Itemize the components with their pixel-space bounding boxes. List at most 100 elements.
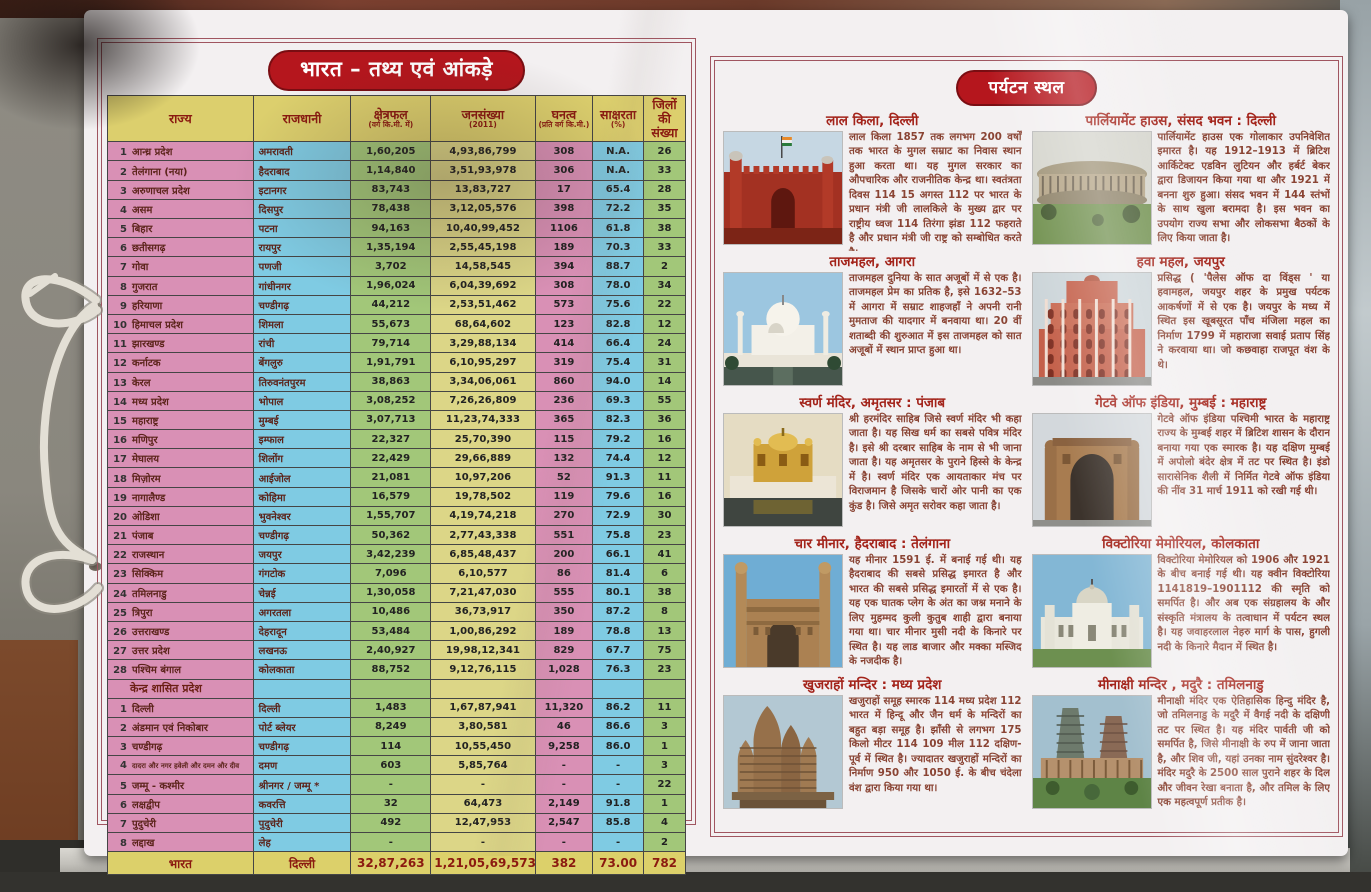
cell-density: 308 <box>534 141 594 162</box>
cell-area: 7,096 <box>350 563 432 584</box>
table-row: 1 दिल्ली दिल्ली 1,483 1,67,87,941 11,320 86.2 1… <box>107 697 686 718</box>
place-heading: हवा महल, जयपुर <box>1136 254 1225 270</box>
cell-literacy: 66.1 <box>592 544 645 565</box>
cell-density: 46 <box>534 716 594 738</box>
cell-density: 306 <box>534 160 594 181</box>
cell-state: 2 तेलंगाना (नया) <box>107 160 254 181</box>
cell-state: 9 हरियाणा <box>107 294 254 315</box>
cell-capital: रायपुर <box>252 237 352 258</box>
cell-districts: 6 <box>643 563 686 584</box>
cell-literacy: 86.0 <box>592 736 645 757</box>
place-section: विक्टोरिया मेमोरियल, कोलकाता विक्टोरिया म… <box>1031 533 1330 674</box>
cell-density: 11,320 <box>534 697 594 718</box>
col-header-population: जनसंख्या(2011) <box>430 94 536 143</box>
cell-capital: श्रीनगर / जम्मू * <box>252 774 352 795</box>
cell-area: 55,673 <box>350 313 432 335</box>
cell-capital: पोर्ट ब्लेयर <box>252 716 352 738</box>
cell-literacy: 75.8 <box>592 524 645 546</box>
cell-population: 3,12,05,576 <box>430 198 536 220</box>
cell-density: 414 <box>534 333 594 354</box>
cell-population: 36,73,917 <box>430 601 536 622</box>
cell-population: 68,64,602 <box>430 313 536 335</box>
place-section: स्वर्ण मंदिर, अमृतसर : पंजाब श्री हरमंदिर… <box>723 392 1022 533</box>
place-body: खजुराहों समूह स्मारक 114 मध्य प्रदेश 112… <box>723 695 1022 809</box>
cell-capital: अगरतला <box>252 601 352 622</box>
cell-population: 19,98,12,341 <box>430 640 536 661</box>
cell-population: - <box>430 831 536 853</box>
cell-density: 308 <box>534 275 594 296</box>
place-heading: विक्टोरिया मेमोरियल, कोलकाता <box>1102 536 1260 552</box>
cell-state: 10 हिमाचल प्रदेश <box>107 313 254 335</box>
place-body: गेटवे ऑफ इंडिया पश्चिमी भारत के महाराष्ट… <box>1031 413 1330 527</box>
cell-population: 6,04,39,692 <box>430 275 536 296</box>
cell-state: 5 जम्मू - कश्मीर <box>107 774 254 795</box>
cell-population: 3,51,93,978 <box>430 160 536 181</box>
cell-area: 2,40,927 <box>350 640 432 661</box>
cell-literacy: 85.8 <box>592 812 645 834</box>
cell-state: 8 लद्दाख <box>107 831 254 853</box>
cell-area: - <box>350 774 432 795</box>
cell-density: 860 <box>534 371 594 392</box>
ut-section-row: केन्द्र शासित प्रदेश <box>107 678 686 699</box>
charminar-image <box>723 554 843 668</box>
cell-districts: 33 <box>643 160 686 181</box>
cell-districts: 34 <box>643 275 686 296</box>
cell-literacy: 69.3 <box>592 390 645 411</box>
cell-population: 7,21,47,030 <box>430 582 536 603</box>
table-row: 17 मेघालय शिलोंग 22,429 29,66,889 132 74.4 12 <box>107 448 686 469</box>
cell-districts: 38 <box>643 582 686 603</box>
cell-capital: कवरत्ति <box>252 793 352 814</box>
total-capital: दिल्ली <box>252 851 352 876</box>
table-row: 9हरियाणाचण्डीगढ़44,2122,53,51,46257375.6… <box>107 294 686 315</box>
cell-literacy: 67.7 <box>592 640 645 661</box>
place-description: श्री हरमंदिर साहिब जिसे स्वर्ण मंदिर भी … <box>849 414 1022 512</box>
cell-literacy: 66.4 <box>592 333 645 354</box>
cell-literacy: 87.2 <box>592 601 645 622</box>
cell-districts: 23 <box>643 659 686 680</box>
cell-area: 22,429 <box>350 448 432 469</box>
cell-districts: 41 <box>643 544 686 565</box>
cell-literacy: - <box>592 831 645 853</box>
place-heading: खुजराहों मन्दिर : मध्य प्रदेश <box>803 677 942 693</box>
cell-population: 25,70,390 <box>430 429 536 450</box>
table-row: 23 सिक्किम गंगटोक 7,096 6,10,577 86 81.4 6 <box>107 563 686 584</box>
place-description: ताजमहल दुनिया के सात अजूबों में से एक है… <box>849 273 1022 357</box>
tourism-panel: पर्यटन स्थल लाल किला, दिल्ली लाल किला 185… <box>710 56 1343 837</box>
cell-area: 114 <box>350 736 432 757</box>
cell-capital: हैदराबाद <box>252 160 352 181</box>
cell-districts: 24 <box>643 333 686 354</box>
cell-population: 6,10,95,297 <box>430 352 536 373</box>
place-body: श्री हरमंदिर साहिब जिसे स्वर्ण मंदिर भी … <box>723 413 1022 527</box>
binder-string <box>19 273 104 615</box>
cell-districts: 28 <box>643 179 686 200</box>
cell-area: 1,96,024 <box>350 275 432 296</box>
cell-literacy: 61.8 <box>592 217 645 239</box>
cell-capital: कोलकाता <box>252 659 352 680</box>
cell-capital: पटना <box>252 217 352 239</box>
cell-capital: आईजोल <box>252 467 352 488</box>
cell-capital: दिसपुर <box>252 198 352 220</box>
cell-area: 3,07,713 <box>350 409 432 431</box>
cell-literacy: 80.1 <box>592 582 645 603</box>
cell-capital: लखनऊ <box>252 640 352 661</box>
cell-density: 555 <box>534 582 594 603</box>
cell-area: 3,08,252 <box>350 390 432 411</box>
cell-literacy: 78.0 <box>592 275 645 296</box>
cell-density: - <box>534 831 594 853</box>
table-row: 19 नागालैण्ड कोहिमा 16,579 19,78,502 119 79.6 1… <box>107 486 686 507</box>
cell-area: 1,35,194 <box>350 237 432 258</box>
total-literacy: 73.00 <box>592 851 645 876</box>
khajuraho-image <box>723 695 843 809</box>
cell-capital: इम्फाल <box>252 429 352 450</box>
cell-state: 12 कर्नाटक <box>107 352 254 373</box>
cell-state: 15 महाराष्ट्र <box>107 409 254 431</box>
place-description: खजुराहों समूह स्मारक 114 मध्य प्रदेश 112… <box>849 696 1022 794</box>
table-row: 14 मध्य प्रदेश भोपाल 3,08,252 7,26,26,809 236… <box>107 390 686 411</box>
cell-density: 2,149 <box>534 793 594 814</box>
table-row: 8 लद्दाख लेह - - - -2 <box>107 831 686 853</box>
place-description: पार्लियामेंट हाउस एक गोलाकार उपनिवेशित इ… <box>1157 132 1331 245</box>
cell-state: 18 मिज़ोरम <box>107 467 254 488</box>
table-row: 1आन्ध्र प्रदेशअमरावती1,60,2054,93,86,799… <box>107 141 686 162</box>
table-row: 16 मणिपुर इम्फाल 22,327 25,70,390 115 79.2 16 <box>107 429 686 450</box>
cell-literacy: 86.2 <box>592 697 645 718</box>
